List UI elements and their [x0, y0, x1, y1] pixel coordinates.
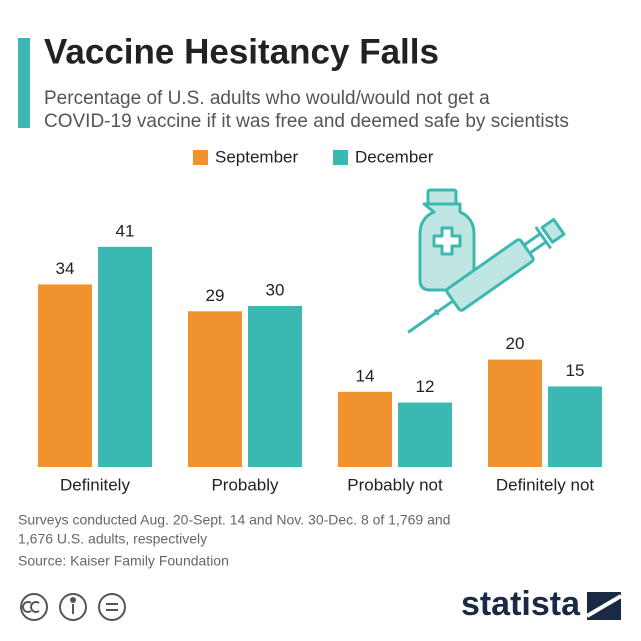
legend-swatch [193, 150, 208, 165]
category-label: Definitely not [496, 475, 595, 494]
legend-swatch [333, 150, 348, 165]
legend-label: December [355, 147, 434, 166]
bar [188, 311, 242, 467]
note: 1,676 U.S. adults, respectively [18, 531, 207, 547]
chart-title: Vaccine Hesitancy Falls [44, 32, 439, 71]
data-label: 20 [506, 334, 525, 353]
bar [488, 359, 542, 467]
category-label: Probably [211, 475, 279, 494]
data-label: 14 [356, 366, 375, 385]
bar [98, 246, 152, 467]
data-label: 12 [416, 377, 435, 396]
subtitle: Percentage of U.S. adults who would/woul… [44, 88, 490, 109]
bar [398, 402, 452, 467]
data-label: 34 [56, 259, 75, 278]
source: Source: Kaiser Family Foundation [18, 553, 229, 569]
bar [338, 391, 392, 467]
license-icons [20, 593, 126, 621]
data-label: 30 [266, 280, 285, 299]
vaccine-illustration [407, 188, 566, 334]
subtitle: COVID-19 vaccine if it was free and deem… [44, 111, 569, 132]
data-label: 29 [206, 286, 225, 305]
category-label: Definitely [60, 475, 130, 494]
bar [38, 284, 92, 467]
legend-label: September [215, 147, 298, 166]
plot: September December 34 41 Definitely 29 30 Proba… [38, 147, 602, 494]
category-label: Probably not [347, 475, 443, 494]
data-label: 15 [566, 361, 585, 380]
brand-mark [585, 592, 623, 620]
bar [548, 386, 602, 467]
brand-logo: statista [461, 585, 581, 623]
data-label: 41 [116, 221, 135, 240]
bar [248, 305, 302, 467]
note: Surveys conducted Aug. 20-Sept. 14 and N… [18, 512, 450, 528]
accent-bar [18, 38, 30, 128]
